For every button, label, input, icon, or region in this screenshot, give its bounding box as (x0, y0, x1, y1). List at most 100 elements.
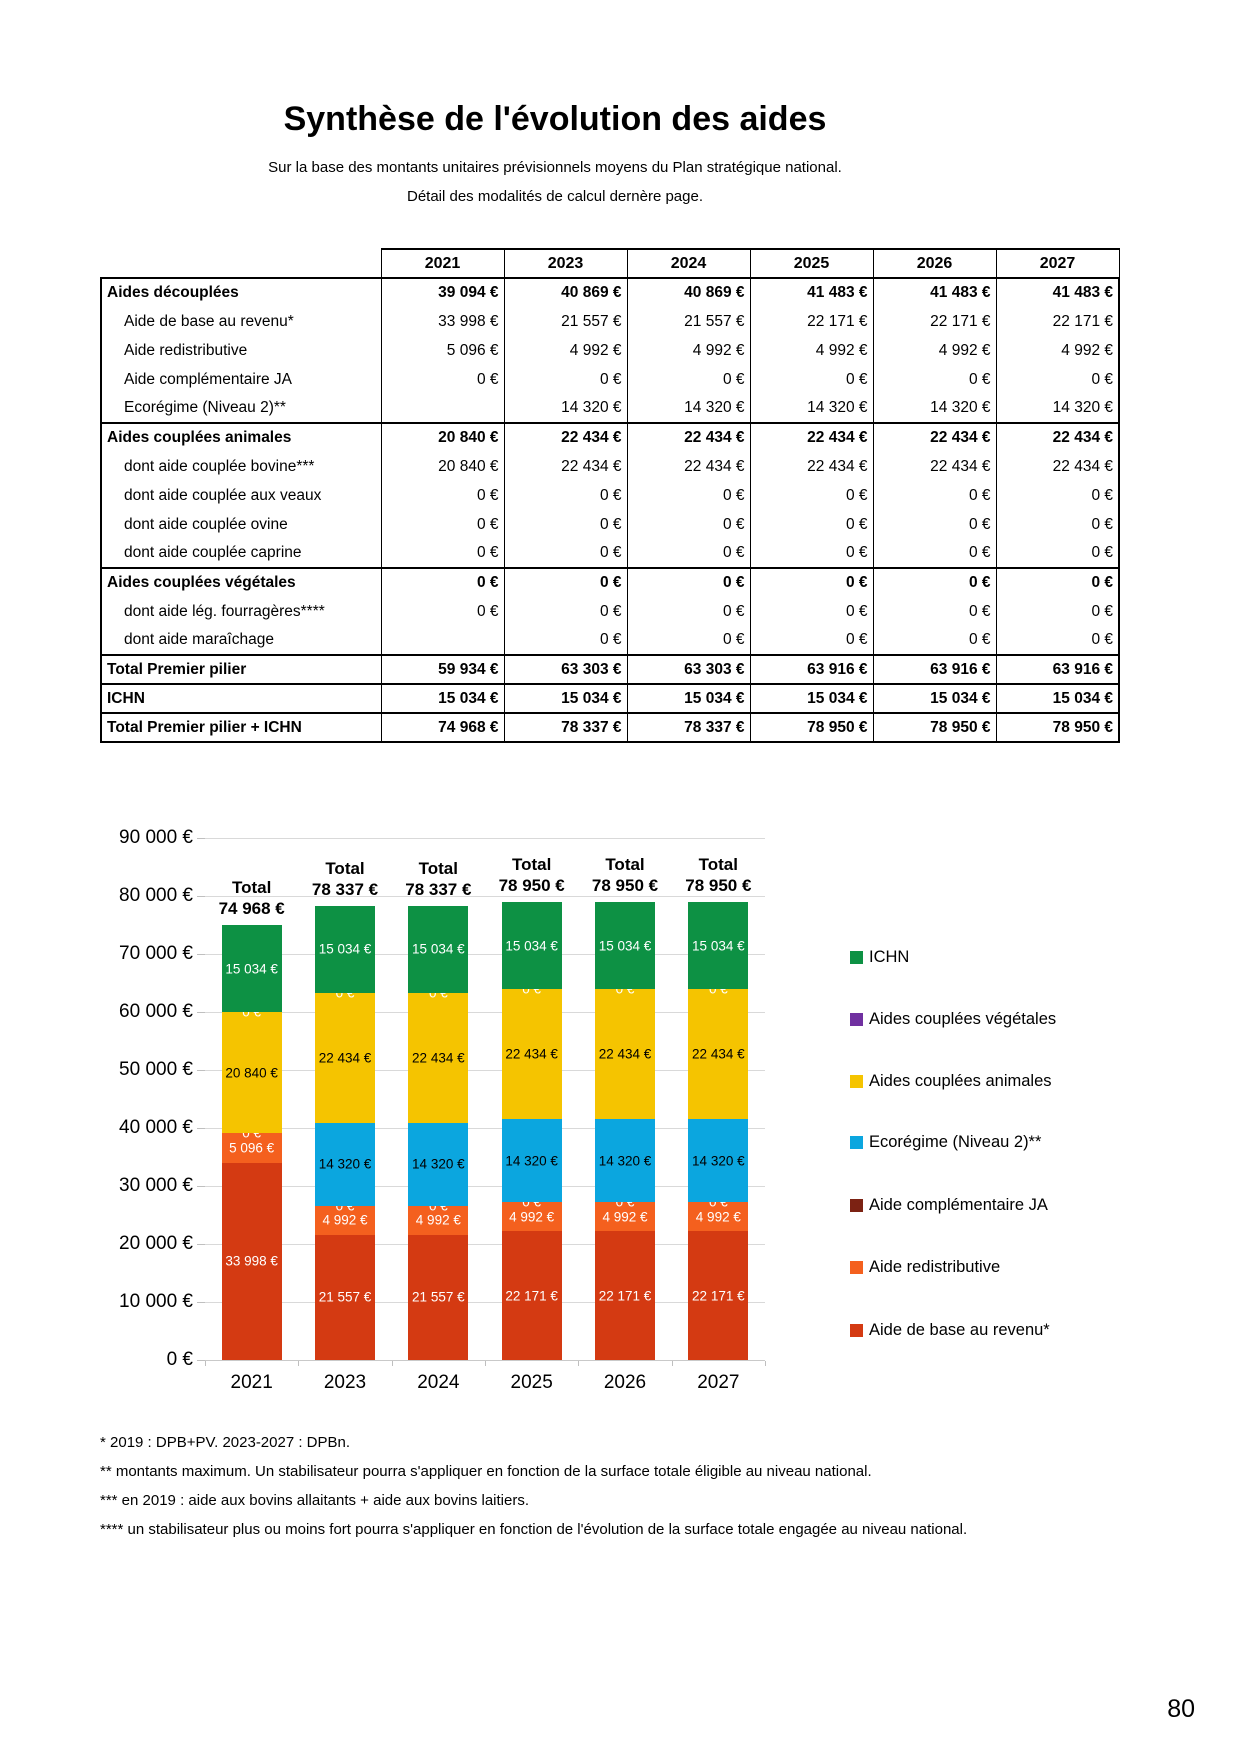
y-axis-tick (197, 838, 205, 839)
table-cell: 0 € (872, 597, 997, 626)
bar-total-label: Total 78 337 € (312, 858, 378, 900)
table-row-label: Aide de base au revenu* (100, 307, 382, 336)
table-cell: 0 € (872, 626, 997, 655)
table-cell: 0 € (626, 597, 751, 626)
y-axis-tick (197, 1186, 205, 1187)
table-cell: 0 € (626, 567, 751, 597)
table-cell: 0 € (872, 567, 997, 597)
legend-item: ICHN (850, 948, 909, 967)
bar-total-value: 78 950 € (685, 876, 752, 896)
bar-segment (408, 1122, 469, 1207)
table-cell: 22 434 € (749, 452, 874, 481)
bar-total-label: Total 78 950 € (685, 854, 751, 896)
table-cell: 22 434 € (995, 452, 1120, 481)
table-header: 2021 2023 2024 2025 2026 2027 (101, 248, 1120, 279)
table-cell: 15 034 € (626, 683, 751, 713)
legend-label: Aides couplées animales (869, 1072, 1052, 1090)
table-row: Aides découplées 39 094 €40 869 €40 869 €… (100, 277, 1120, 307)
y-axis-label: 70 000 € (119, 943, 193, 964)
table-cell: 63 303 € (503, 654, 628, 684)
table-cell: 22 434 € (503, 452, 628, 481)
table-cell: 0 € (872, 510, 997, 539)
bar-segment-label: 15 034 € (692, 938, 745, 954)
table-cell: 0 € (380, 597, 505, 626)
table-cell: 78 337 € (503, 712, 628, 743)
bar-segment-label: 14 320 € (598, 1153, 652, 1169)
x-axis-label: 2024 (417, 1372, 460, 1393)
bar-segment-label: 14 320 € (412, 1156, 465, 1172)
bar-total-value: 74 968 € (218, 899, 285, 919)
chart-gridline (205, 896, 765, 897)
table-row-label: Aides découplées (100, 277, 382, 307)
x-axis-tick (671, 1361, 673, 1366)
y-axis-tick (197, 1128, 205, 1129)
bar-total-prefix: Total (511, 855, 552, 875)
legend-swatch (850, 1075, 863, 1088)
legend-item: Aide redistributive (850, 1258, 1000, 1277)
bar-segment (315, 992, 375, 1123)
table-cell: 21 557 € (626, 307, 751, 336)
table-row-label: ICHN (100, 683, 382, 713)
bar-2023: 21 557 €4 992 €0 €14 320 €22 434 €0 €15 … (315, 820, 375, 1360)
bar-total-prefix: Total (605, 855, 645, 875)
bar-segment (501, 902, 562, 990)
bar-segment (315, 1122, 375, 1207)
bar-segment (221, 1133, 282, 1163)
bar-segment-label: 21 557 € (412, 1289, 465, 1305)
table-row: dont aide couplée caprine 0 €0 €0 €0 €0 €… (100, 539, 1120, 568)
legend-label: Aides couplées végétales (869, 1010, 1057, 1028)
legend-swatch (850, 1324, 863, 1337)
bar-segment-label: 22 171 € (598, 1288, 652, 1304)
table-cell: 0 € (626, 626, 751, 655)
x-axis-tick (765, 1361, 766, 1366)
x-axis-label: 2027 (697, 1372, 740, 1393)
legend-swatch (850, 1136, 863, 1149)
chart-gridline (205, 954, 765, 955)
table-cell: 0 € (380, 365, 505, 394)
table-cell: 5 096 € (380, 336, 505, 365)
table-cell: 40 869 € (626, 277, 751, 307)
bar-segment (501, 1202, 562, 1232)
table-row: Aide redistributive 5 096 €4 992 €4 992 €… (100, 336, 1120, 365)
bar-segment-label: 15 034 € (412, 941, 465, 957)
bar-total-value: 78 950 € (498, 876, 565, 896)
y-axis-tick (197, 954, 205, 955)
bar-segment-label: 4 992 € (602, 1209, 648, 1225)
y-axis-tick (197, 1012, 205, 1013)
y-axis-tick (197, 1070, 205, 1071)
x-axis-tick (391, 1361, 393, 1366)
chart-gridline (205, 1012, 765, 1013)
y-axis-label: 30 000 € (119, 1175, 193, 1196)
table-cell: 0 € (872, 481, 997, 510)
table-row-label: Ecorégime (Niveau 2)** (100, 394, 382, 423)
table-cell: 4 992 € (872, 336, 997, 365)
bar-segment-label: 20 840 € (225, 1065, 278, 1081)
x-axis-tick (485, 1361, 486, 1366)
table-cell: 22 434 € (626, 452, 751, 481)
chart-gridline (205, 1070, 765, 1071)
table-row: Aides couplées végétales 0 €0 €0 €0 €0 €0… (100, 567, 1120, 597)
page-title: Synthèse de l'évolution des aides (283, 100, 827, 138)
table-cell: 0 € (995, 510, 1120, 539)
bar-segment (408, 905, 469, 993)
y-axis-label: 10 000 € (119, 1291, 193, 1312)
y-axis-label: 0 € (166, 1349, 193, 1370)
bar-segment-label: 4 992 € (509, 1209, 555, 1225)
y-axis-tick (197, 896, 205, 897)
table-cell: 63 303 € (626, 654, 751, 684)
table-cell: 0 € (872, 539, 997, 568)
table-row: Total Premier pilier 59 934 €63 303 €63 3… (100, 654, 1120, 684)
table-cell: 0 € (503, 510, 628, 539)
table-cell: 0 € (626, 481, 751, 510)
table-cell: 0 € (872, 365, 997, 394)
table-cell: 0 € (995, 567, 1120, 597)
bar-total-prefix: Total (698, 855, 738, 875)
table-row-label: dont aide couplée ovine (100, 510, 382, 539)
bar-segment-label: 22 434 € (692, 1046, 745, 1062)
bar-total-label: Total 78 950 € (499, 854, 565, 896)
bar-total-label: Total 74 968 € (219, 877, 285, 919)
table-cell: 59 934 € (380, 654, 505, 684)
bar-segment (221, 1012, 282, 1134)
bar-segment (595, 902, 655, 990)
bar-segment-label: 22 434 € (598, 1046, 652, 1062)
